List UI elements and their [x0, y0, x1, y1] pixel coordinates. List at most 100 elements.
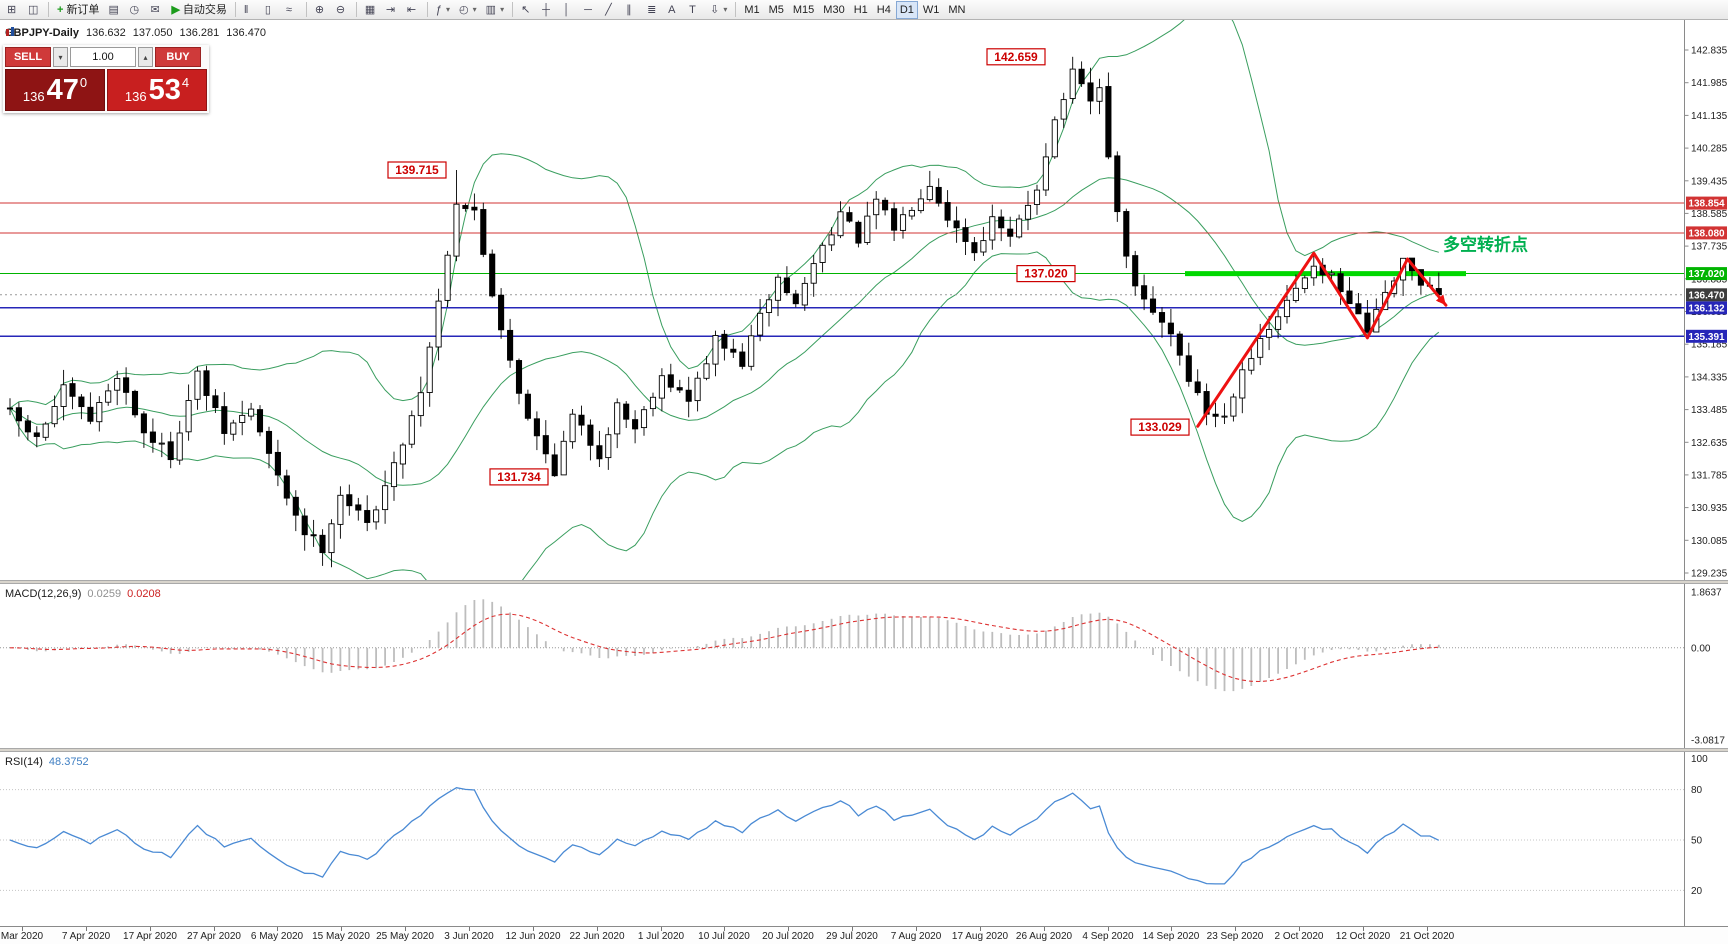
timeframe-m5-button[interactable]: M5	[765, 1, 788, 19]
chart-window-button[interactable]: ▤	[104, 1, 124, 19]
price-chart[interactable]: 142.659 139.715 137.020 133.029 131.734 多空转折点…	[0, 20, 1728, 580]
timeframe-m30-button[interactable]: M30	[819, 1, 848, 19]
macd-signal-value: 0.0208	[127, 588, 161, 600]
main-toolbar: ⊞ ◫ + 新订单 ▤ ◷ ✉ ▶ 自动交易 ‖ ▯ ≈ ⊕ ⊖ ▦ ⇥ ⇤ ƒ ▾ ◴ ▾ ▥ ▾ ↖ ┼ │ ─ ╱ ∥ ≣ A T ⇩ ▾ M…	[0, 0, 1728, 20]
zoom-out-button[interactable]: ⊖	[332, 1, 352, 19]
time-axis-label: Mar 2020	[0, 931, 44, 942]
volume-stepper-icon[interactable]: ▴	[138, 47, 153, 67]
timeframe-d1-button[interactable]: D1	[895, 0, 918, 19]
svg-text:100: 100	[1691, 754, 1708, 765]
rsi-label: RSI(14) 48.3752	[5, 756, 89, 768]
horizontal-line-button[interactable]: ─	[580, 1, 600, 19]
time-axis-tick	[150, 927, 151, 931]
macd-label: MACD(12,26,9) 0.0259 0.0208	[5, 588, 161, 600]
time-axis-tick	[1171, 927, 1172, 931]
vertical-line-button[interactable]: │	[559, 1, 579, 19]
buy-button[interactable]: BUY	[155, 47, 201, 67]
price-callout-139.715[interactable]: 139.715	[387, 161, 447, 179]
new-order-button-label: 新订单	[66, 3, 100, 16]
candlestick-chart-button[interactable]: ▯	[261, 1, 281, 19]
macd-panel[interactable]: 1.8637 0.00 -3.0817 MACD(12,26,9) 0.0259 0.0…	[0, 584, 1728, 748]
buy-price[interactable]: 136 53 4	[107, 69, 207, 111]
sell-price-prefix: 136	[22, 89, 45, 104]
sell-price[interactable]: 136 47 0	[5, 69, 105, 111]
price-chart-panel[interactable]: 142.659 139.715 137.020 133.029 131.734 多空转折点…	[0, 20, 1728, 580]
annotation-text[interactable]: 多空转折点	[1443, 235, 1528, 255]
time-axis-tick	[341, 927, 342, 931]
svg-text:138.080: 138.080	[1688, 228, 1725, 239]
bars-chart-icon: ‖	[243, 3, 249, 16]
time-axis-tick	[1427, 927, 1428, 931]
timeframe-h1-button[interactable]: H1	[850, 1, 872, 19]
timeframe-w1-button-label: W1	[922, 3, 940, 16]
bars-chart-button[interactable]: ‖	[240, 1, 260, 19]
time-axis-label: 25 May 2020	[376, 931, 434, 942]
new-chart-button[interactable]: ⊞	[3, 1, 23, 19]
time-axis-label: 17 Aug 2020	[951, 931, 1009, 942]
price-callout-142.659[interactable]: 142.659	[986, 48, 1046, 66]
timeframe-m1-button[interactable]: M1	[740, 1, 763, 19]
crosshair-button[interactable]: ┼	[538, 1, 558, 19]
price-callout-133.029[interactable]: 133.029	[1130, 418, 1190, 436]
buy-price-sup: 4	[181, 75, 190, 90]
autoscroll-button[interactable]: ⇥	[382, 1, 402, 19]
label-button[interactable]: T	[685, 1, 705, 19]
zoom-out-icon: ⊖	[335, 3, 346, 16]
symbol-name: GBPJPY-Daily	[5, 27, 79, 39]
time-axis-label: 6 May 2020	[250, 931, 304, 942]
time-axis-label: 26 Aug 2020	[1015, 931, 1073, 942]
panel-splitter-2[interactable]	[0, 748, 1728, 752]
sell-options-caret-icon[interactable]: ▾	[53, 47, 68, 67]
time-axis-tick	[1108, 927, 1109, 931]
volume-input[interactable]	[70, 47, 136, 67]
price-callout-131.734[interactable]: 131.734	[489, 468, 549, 486]
zoom-in-button[interactable]: ⊕	[311, 1, 331, 19]
timeframe-w1-button[interactable]: W1	[919, 1, 944, 19]
trendline-button[interactable]: ╱	[601, 1, 621, 19]
time-axis[interactable]: Mar 2020 7 Apr 2020 17 Apr 2020 27 Apr 2020…	[0, 926, 1728, 944]
macd-axis[interactable]: 1.8637 0.00 -3.0817	[1684, 584, 1726, 748]
alerts-button[interactable]: ◷	[125, 1, 145, 19]
timeframe-h4-button-label: H4	[876, 3, 891, 16]
arrows-dropdown[interactable]: ⇩ ▾	[706, 1, 731, 19]
indicators-dropdown[interactable]: ƒ ▾	[432, 1, 454, 19]
rsi-chart: 100 80 50 20	[0, 752, 1709, 926]
sell-button[interactable]: SELL	[5, 47, 51, 67]
chevron-down-icon: ▾	[723, 4, 728, 14]
time-axis-label: 17 Apr 2020	[123, 931, 177, 942]
periods-dropdown[interactable]: ◴ ▾	[455, 1, 481, 19]
toolbar-separator	[355, 2, 357, 17]
tile-windows-button[interactable]: ▦	[361, 1, 381, 19]
fibonacci-button[interactable]: ≣	[643, 1, 663, 19]
timeframe-mn-button[interactable]: MN	[944, 1, 969, 19]
time-axis-label: 21 Oct 2020	[1399, 931, 1455, 942]
line-chart-button[interactable]: ≈	[282, 1, 302, 19]
chart-shift-button[interactable]: ⇤	[403, 1, 423, 19]
svg-text:131.734: 131.734	[497, 470, 541, 484]
new-order-button[interactable]: + 新订单	[53, 1, 103, 19]
time-axis-label: 10 Jul 2020	[698, 931, 750, 942]
price-axis[interactable]: 142.835 141.985 141.135 140.285 139.435 138.5…	[1684, 20, 1728, 580]
autotrading-button[interactable]: ▶ 自动交易	[167, 1, 230, 19]
sell-price-sup: 0	[79, 75, 88, 90]
profiles-button[interactable]: ◫	[24, 1, 44, 19]
svg-text:135.185: 135.185	[1691, 340, 1728, 351]
text-button[interactable]: A	[664, 1, 684, 19]
price-callout-137.020[interactable]: 137.020	[1016, 265, 1076, 283]
channel-button[interactable]: ∥	[622, 1, 642, 19]
time-axis-tick	[277, 927, 278, 931]
timeframe-m5-button-label: M5	[768, 3, 784, 16]
trend-lines[interactable]	[1196, 251, 1448, 428]
svg-text:130.085: 130.085	[1691, 536, 1728, 547]
chevron-down-icon: ▾	[472, 4, 477, 14]
autotrading-icon: ▶	[171, 3, 180, 16]
templates-icon: ▥	[485, 3, 497, 16]
panel-splitter-1[interactable]	[0, 580, 1728, 584]
timeframe-h4-button[interactable]: H4	[873, 1, 895, 19]
cursor-button[interactable]: ↖	[517, 1, 537, 19]
templates-dropdown[interactable]: ▥ ▾	[482, 1, 508, 19]
rsi-panel[interactable]: 100 80 50 20 RSI(14) 48.3752	[0, 752, 1728, 926]
rsi-axis[interactable]: 100 80 50 20	[1684, 752, 1709, 926]
timeframe-m15-button[interactable]: M15	[789, 1, 818, 19]
mail-button[interactable]: ✉	[146, 1, 166, 19]
